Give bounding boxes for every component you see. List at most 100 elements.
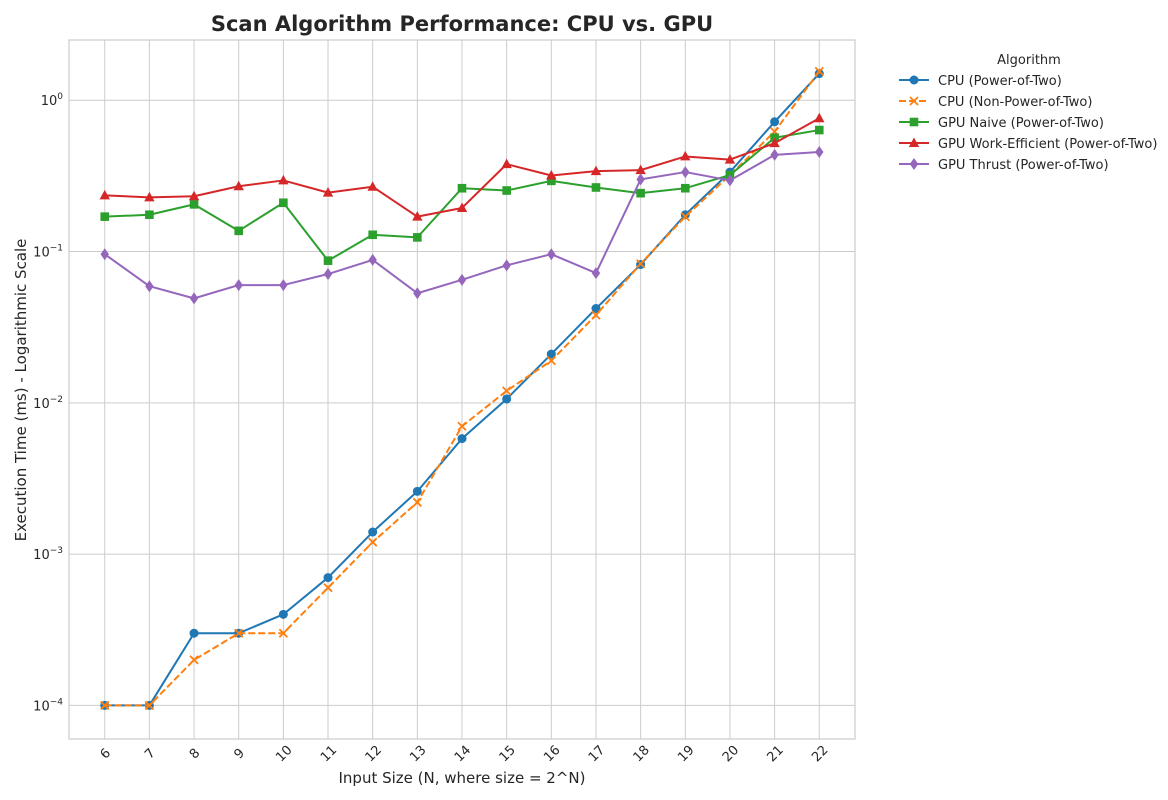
x-tick-label: 19 xyxy=(675,743,697,765)
data-point xyxy=(681,166,690,179)
data-point xyxy=(323,268,333,281)
y-tick-label: 10−3 xyxy=(33,546,63,563)
data-point xyxy=(412,497,422,507)
data-point xyxy=(547,248,556,261)
data-point xyxy=(413,233,422,242)
data-point xyxy=(323,583,333,593)
data-point xyxy=(234,628,244,638)
x-tick-label: 14 xyxy=(452,743,474,765)
data-point xyxy=(323,573,333,583)
legend-label: CPU (Non-Power-of-Two) xyxy=(938,95,1092,110)
x-tick-label: 18 xyxy=(631,743,653,765)
data-point xyxy=(189,655,199,665)
data-point xyxy=(546,349,556,359)
data-point xyxy=(591,304,601,314)
data-point xyxy=(814,112,825,123)
data-point xyxy=(680,212,690,222)
data-point xyxy=(502,186,511,195)
data-point xyxy=(99,189,110,200)
data-point xyxy=(145,210,154,220)
y-axis-label: Execution Time (ms) - Logarithmic Scale xyxy=(12,239,30,542)
data-point xyxy=(725,174,735,187)
data-point xyxy=(457,434,467,444)
data-point xyxy=(547,176,556,186)
x-tick-label: 12 xyxy=(363,743,385,765)
legend-label: GPU Work-Efficient (Power-of-Two) xyxy=(938,137,1157,152)
grid-lines xyxy=(69,40,855,739)
data-point xyxy=(457,273,467,286)
data-point xyxy=(770,148,779,161)
data-point xyxy=(680,150,691,161)
data-point xyxy=(680,210,690,220)
data-point xyxy=(636,188,645,198)
legend-marker xyxy=(909,117,919,127)
x-tick-label: 10 xyxy=(273,743,295,765)
data-point xyxy=(457,421,467,431)
data-point xyxy=(546,356,556,366)
data-point xyxy=(635,259,646,269)
data-point xyxy=(188,190,200,201)
data-point xyxy=(456,202,468,212)
legend-item-2: CPU (Non-Power-of-Two) xyxy=(899,95,1092,110)
legend-item-1: CPU (Power-of-Two) xyxy=(899,74,1062,89)
data-point xyxy=(502,386,512,396)
legend-item-5: GPU Thrust (Power-of-Two) xyxy=(899,158,1109,173)
data-point xyxy=(233,180,244,191)
data-point xyxy=(367,181,378,191)
legend-item-3: GPU Naive (Power-of-Two) xyxy=(899,116,1104,131)
data-point xyxy=(278,628,289,638)
x-tick-label: 16 xyxy=(541,743,563,765)
data-point xyxy=(591,183,601,192)
data-point xyxy=(278,609,288,619)
y-tick-label: 10−2 xyxy=(33,395,63,412)
data-point xyxy=(413,287,422,300)
series-4 xyxy=(99,112,825,221)
legend-title: Algorithm xyxy=(997,53,1061,68)
y-tick-label: 10−1 xyxy=(33,244,63,261)
legend-label: GPU Naive (Power-of-Two) xyxy=(938,116,1104,131)
legend-label: GPU Thrust (Power-of-Two) xyxy=(938,158,1109,173)
x-tick-label: 13 xyxy=(407,743,429,765)
legend-marker xyxy=(909,75,919,85)
y-tick-labels: 10−4 10−3 10−2 10−1 100 xyxy=(33,92,63,714)
data-point xyxy=(680,183,690,193)
x-tick-label: 7 xyxy=(142,746,158,762)
legend: Algorithm CPU (Power-of-Two) CPU (Non-Pow… xyxy=(899,53,1157,173)
data-point xyxy=(412,486,422,496)
data-point xyxy=(769,137,780,148)
data-point xyxy=(368,253,377,266)
data-point xyxy=(323,256,333,265)
data-point xyxy=(636,173,645,186)
x-tick-label: 11 xyxy=(318,743,340,765)
data-point xyxy=(368,527,378,537)
data-point xyxy=(279,279,288,292)
legend-label: CPU (Power-of-Two) xyxy=(938,74,1062,89)
data-point xyxy=(457,183,467,193)
series-5 xyxy=(100,145,824,305)
x-axis-label: Input Size (N, where size = 2^N) xyxy=(339,769,586,787)
data-point xyxy=(145,280,154,293)
x-tick-label: 17 xyxy=(586,743,608,765)
x-tick-label: 21 xyxy=(765,743,787,765)
data-point xyxy=(100,248,109,261)
y-tick-label: 100 xyxy=(41,92,64,109)
data-point xyxy=(234,226,244,236)
data-point xyxy=(368,537,378,547)
data-point xyxy=(100,700,110,711)
data-point xyxy=(590,165,602,176)
data-point xyxy=(144,700,155,711)
x-tick-label: 8 xyxy=(187,746,203,762)
data-point xyxy=(279,198,288,208)
data-point xyxy=(502,259,511,272)
x-tick-label: 22 xyxy=(809,743,831,765)
x-tick-label: 9 xyxy=(232,746,248,762)
x-tick-labels: 6 7 8 9 10 11 12 13 14 15 16 17 18 19 20 21 22 xyxy=(98,743,832,765)
plot-frame xyxy=(68,39,856,740)
data-point xyxy=(502,394,512,404)
data-point xyxy=(189,292,199,305)
data-point xyxy=(770,117,780,127)
legend-marker xyxy=(909,158,919,170)
x-tick-label: 20 xyxy=(720,743,742,765)
data-point xyxy=(322,187,334,197)
